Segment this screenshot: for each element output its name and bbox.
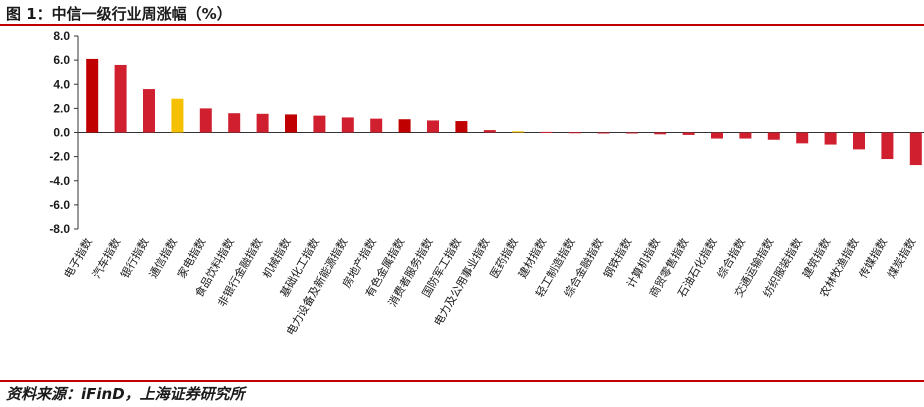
bar bbox=[881, 132, 894, 160]
bar bbox=[143, 89, 155, 133]
bar bbox=[512, 131, 525, 133]
title-divider bbox=[0, 24, 924, 26]
y-tick-label: -8.0 bbox=[49, 222, 70, 236]
bar bbox=[398, 119, 411, 133]
bar bbox=[824, 132, 837, 145]
source-divider bbox=[0, 380, 924, 382]
bar bbox=[171, 98, 184, 133]
bar bbox=[341, 117, 354, 133]
bar bbox=[909, 132, 922, 166]
bar bbox=[682, 132, 695, 135]
y-tick-label: -4.0 bbox=[49, 174, 70, 188]
category-labels-layer: 电子指数汽车指数银行指数通信指数家电指数食品饮料指数非银行金融指数机械指数基础化… bbox=[61, 236, 919, 338]
bar bbox=[427, 120, 439, 133]
bar bbox=[285, 114, 297, 133]
y-tick-label: 8.0 bbox=[53, 29, 70, 43]
bars-layer bbox=[86, 58, 922, 166]
bar bbox=[114, 64, 127, 133]
bar bbox=[625, 132, 638, 134]
source-note: 资料来源：iFinD，上海证券研究所 bbox=[6, 385, 245, 403]
bar-chart: 8.0 6.0 4.0 2.0 0.0 -2.0 -4.0 -6.0 -8.0 电子指数汽车指数… bbox=[49, 29, 924, 338]
chart-title: 图 1：中信一级行业周涨幅（%） bbox=[6, 5, 232, 23]
y-tick-label: -2.0 bbox=[49, 150, 70, 164]
y-tick-label: -6.0 bbox=[49, 198, 70, 212]
bar bbox=[796, 132, 809, 144]
bar bbox=[256, 113, 269, 133]
bar bbox=[767, 132, 780, 140]
bar bbox=[569, 132, 581, 134]
bar bbox=[711, 132, 723, 139]
bar bbox=[199, 108, 212, 133]
bar bbox=[228, 113, 241, 133]
y-tick-label: 4.0 bbox=[53, 77, 70, 91]
axis-layer: 8.0 6.0 4.0 2.0 0.0 -2.0 -4.0 -6.0 -8.0 bbox=[49, 29, 924, 236]
y-tick-label: 6.0 bbox=[53, 53, 70, 67]
bar bbox=[455, 121, 468, 133]
bar bbox=[483, 130, 496, 133]
y-tick-label: 2.0 bbox=[53, 101, 70, 115]
bar bbox=[370, 118, 383, 133]
bar bbox=[739, 132, 752, 139]
bar bbox=[597, 132, 610, 134]
bar bbox=[540, 131, 553, 133]
bar bbox=[313, 115, 326, 133]
bar bbox=[86, 58, 99, 133]
y-tick-label: 0.0 bbox=[53, 126, 70, 140]
bar bbox=[853, 132, 865, 150]
bar bbox=[654, 132, 667, 135]
